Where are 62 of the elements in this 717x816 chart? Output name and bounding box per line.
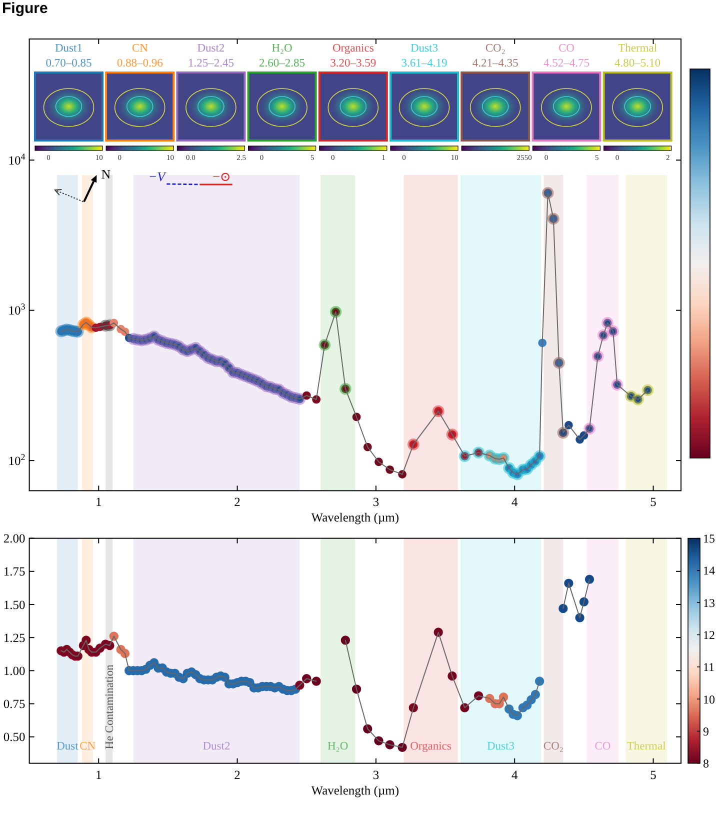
x-tick-label: 2 — [234, 768, 240, 782]
text: 3.61–4.19 — [401, 58, 448, 70]
color-bar-label: 9 — [703, 724, 709, 738]
color-bar-label: 13 — [703, 596, 715, 610]
text: Organics — [332, 42, 374, 54]
text: 3.20–3.59 — [330, 58, 376, 70]
y-tick-label: 0.50 — [3, 730, 26, 744]
text: Dust1 — [55, 42, 83, 54]
x-axis-title: Wavelength (µm) — [311, 510, 400, 525]
annotation: N — [101, 166, 112, 182]
text: CO — [558, 42, 574, 54]
color-bar-label: 8 — [703, 756, 709, 771]
y-tick-label: 1.75 — [3, 564, 26, 579]
x-axis-title: Wavelength (µm) — [311, 783, 400, 798]
chart-title: Figure — [2, 0, 48, 17]
band-label: CO₂ — [543, 740, 564, 752]
y-tick-label: 10$^{4}$ — [8, 151, 26, 168]
text: 4.80–5.10 — [614, 58, 661, 70]
x-tick-label: 1 — [96, 495, 102, 510]
y-tick-label: 1.25 — [3, 630, 26, 645]
band-label: H₂O — [328, 740, 348, 752]
band-label: Dust — [56, 740, 80, 752]
text: 1.25–2.45 — [188, 58, 234, 70]
color-bar-label: 12 — [703, 628, 715, 642]
y-tick-label: 1.00 — [3, 664, 26, 678]
x-tick-label: 3 — [372, 768, 380, 782]
y-tick-label: 10$^{2}$ — [8, 452, 26, 468]
color-bar-label: 10 — [703, 692, 715, 706]
text: Dust3 — [410, 42, 438, 54]
band-label: Dust2 — [202, 740, 230, 752]
x-tick-label: 2 — [234, 495, 240, 510]
text: 2.60–2.85 — [259, 58, 306, 70]
band-label: CN — [80, 740, 96, 752]
band-label: He Contamination — [104, 664, 116, 750]
text: 4.21–4.35 — [472, 58, 519, 70]
x-tick-label: 3 — [372, 495, 380, 510]
y-tick-label: 0.75 — [3, 697, 26, 712]
y-tick-label: 1.50 — [3, 598, 26, 612]
band-label: Organics — [410, 740, 452, 752]
x-tick-label: 1 — [96, 768, 102, 782]
annotation: −⊙ — [212, 169, 231, 184]
text: H₂O — [272, 42, 292, 54]
text: 0.70–0.85 — [46, 58, 92, 70]
color-bar-label: 14 — [703, 564, 715, 578]
band-label: Dust3 — [487, 740, 515, 752]
color-bar-label: 15 — [703, 532, 715, 546]
x-tick-label: 5 — [650, 495, 656, 510]
band-label: CO — [594, 740, 611, 752]
x-tick-label: 4 — [511, 495, 518, 510]
text: Thermal — [618, 42, 658, 54]
annotation: −V — [148, 169, 168, 184]
text: 4.52–4.75 — [543, 58, 590, 70]
x-tick-label: 5 — [650, 768, 656, 782]
text: CO₂ — [485, 42, 506, 54]
band-label: Thermal — [626, 740, 666, 752]
y-tick-label: 2.00 — [3, 532, 26, 546]
text: 0.88–0.96 — [116, 58, 164, 70]
x-tick-label: 4 — [511, 768, 518, 782]
color-bar-label: 11 — [703, 660, 715, 674]
text: Dust2 — [197, 42, 225, 54]
text: CN — [132, 42, 149, 54]
y-tick-label: 10$^{3}$ — [8, 302, 26, 318]
